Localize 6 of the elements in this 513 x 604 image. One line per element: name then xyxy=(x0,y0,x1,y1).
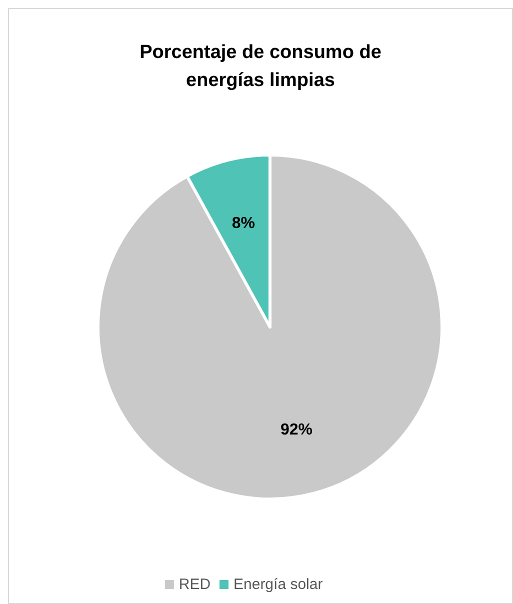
data-label: 8% xyxy=(232,214,256,232)
legend-label: RED xyxy=(178,576,211,593)
legend-label: Energía solar xyxy=(234,576,323,593)
chart-title: Porcentaje de consumo de energías limpias xyxy=(140,42,382,91)
pie-slice xyxy=(96,154,444,500)
data-label: 92% xyxy=(280,422,313,439)
